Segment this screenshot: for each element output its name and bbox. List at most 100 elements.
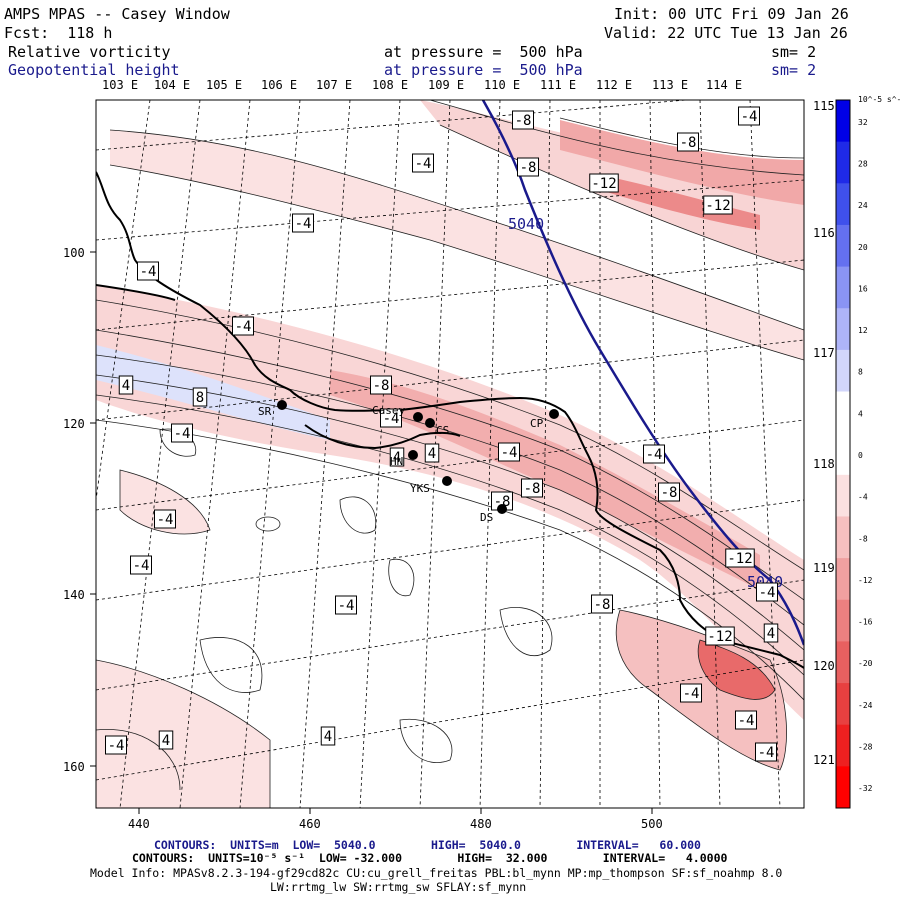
vort-contour-19: [339, 496, 377, 534]
colorbar-tick-label: -8: [858, 534, 868, 543]
lon-label-114e: 114 E: [706, 78, 742, 92]
x-axis-ticks: 440 460 480 500: [128, 808, 663, 831]
y-axis-ticks: 100 120 140 160: [63, 246, 96, 774]
vort-contour-1: [96, 299, 804, 571]
coastline: [96, 171, 804, 669]
height-contour-5040: [481, 100, 804, 646]
vort-label: -4: [683, 686, 700, 702]
vort-fill-thin-band: [110, 130, 804, 360]
colorbar-swatch: [836, 599, 850, 642]
vort-contour-7: [429, 100, 804, 176]
station-label-cs: CS: [436, 424, 449, 437]
vort-label-box: [591, 594, 613, 614]
forecast-hour: Fcst: 118 h: [4, 24, 113, 42]
height-label-1: 5040: [508, 215, 544, 233]
vort-label: -12: [707, 629, 732, 645]
vort-label-box: [703, 195, 733, 215]
vort-contour-3: [96, 354, 804, 626]
station-marker-cs: [425, 418, 435, 428]
vort-label: 4: [767, 626, 775, 642]
vort-label-box: [589, 173, 619, 193]
vort-fill-sw-cell: [96, 660, 270, 808]
lon-label-110e: 110 E: [484, 78, 520, 92]
x-tick-460: 460: [299, 817, 321, 831]
vort-label-box: [412, 153, 434, 173]
colorbar-swatch: [836, 474, 850, 517]
vort-label-box: [158, 730, 174, 750]
vort-label: -4: [646, 447, 663, 463]
colorbar-tick-label: -16: [858, 618, 873, 627]
vort-label: 4: [428, 446, 436, 462]
vort-label: 4: [324, 729, 332, 745]
colorbar-tick-label: 28: [858, 159, 868, 168]
vort-contour-9: [439, 124, 804, 271]
vort-label-box: [756, 582, 778, 602]
vort-label: -8: [661, 485, 678, 501]
vort-label: 4: [122, 378, 130, 394]
vort-label: -4: [157, 512, 174, 528]
x-tick-480: 480: [470, 817, 492, 831]
colorbar-swatch: [836, 349, 850, 393]
vort-label: -8: [520, 160, 537, 176]
colorbar-tick-label: -28: [858, 743, 873, 752]
vort-contour-15: [255, 516, 281, 532]
vort-contour-11: [109, 164, 804, 361]
vort-label-box: [755, 742, 777, 762]
vort-label: -4: [140, 264, 157, 280]
vort-label-box: [105, 735, 127, 755]
vort-label-box: [517, 157, 539, 177]
vort-contour-10: [109, 129, 804, 331]
colorbar-tick-label: 8: [858, 368, 863, 377]
colorbar-swatch: [836, 641, 850, 684]
map-title: AMPS MPAS -- Casey Window: [4, 5, 230, 23]
lon-label-107e: 107 E: [316, 78, 352, 92]
vort-contour-16: [499, 607, 553, 656]
vort-label: -8: [594, 597, 611, 613]
coastline-ice-edge: [96, 284, 176, 301]
footer-physics-info: LW:rrtmg_lw SW:rrtmg_sw SFLAY:sf_mynn: [270, 880, 527, 894]
stations: SR Casey CS HN YKS DS CP: [258, 400, 559, 524]
vort-label-box: [763, 623, 779, 643]
vort-fill-w-cell: [120, 470, 210, 534]
vort-label: -4: [741, 109, 758, 125]
graticule: [96, 100, 804, 808]
vort-label: 8: [196, 390, 204, 406]
colorbar-swatch: [836, 308, 850, 351]
lon-label-108e: 108 E: [372, 78, 408, 92]
vort-label-box: [738, 106, 760, 126]
vort-label-box: [658, 482, 680, 502]
x-tick-440: 440: [128, 817, 150, 831]
vort-label: -4: [174, 426, 191, 442]
station-marker-ds: [497, 504, 507, 514]
vorticity-contours: [96, 100, 804, 808]
vort-label-box: [735, 710, 757, 730]
colorbar-tick-label: 12: [858, 326, 868, 335]
vort-label-box: [137, 261, 159, 281]
colorbar-tick-label: 16: [858, 284, 868, 293]
geopotential-height-contour: [481, 100, 804, 646]
vort-label-box: [192, 387, 208, 407]
lon-label-112e: 112 E: [596, 78, 632, 92]
vort-label: -4: [338, 598, 355, 614]
lon-label-104e: 104 E: [154, 78, 190, 92]
station-label-hn: HN: [390, 455, 403, 468]
vort-contour-13: [697, 639, 776, 700]
vort-label: -12: [705, 198, 730, 214]
station-marker-cp: [549, 409, 559, 419]
vort-label-box: [424, 443, 440, 463]
vort-label: 4: [162, 733, 170, 749]
y-tick-140: 140: [63, 588, 85, 602]
colorbar-swatch: [836, 100, 850, 143]
station-marker-casey: [413, 412, 423, 422]
vort-fill-band-ne-core: [560, 120, 804, 205]
colorbar-tick-label: 20: [858, 243, 868, 252]
vort-label: -8: [494, 494, 511, 510]
vort-label-box: [335, 595, 357, 615]
colorbar-swatch: [836, 516, 850, 559]
vort-label-box: [705, 626, 735, 646]
station-label-yks: YKS: [410, 482, 430, 495]
init-time: Init: 00 UTC Fri 09 Jan 26: [614, 5, 849, 23]
field1-name: Relative vorticity: [8, 43, 171, 61]
vort-fill-band-ne-max: [600, 175, 760, 230]
vort-label: -4: [235, 319, 252, 335]
